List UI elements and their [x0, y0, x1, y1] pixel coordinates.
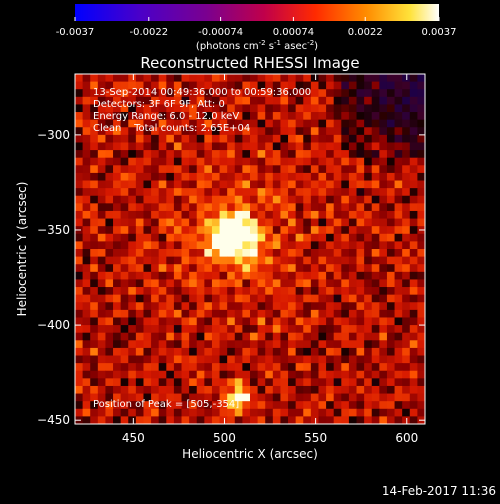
- colorbar-unit-label: (photons cm-2 s-1 asec-2): [196, 39, 318, 52]
- energy-range-text: Energy Range: 6.0 - 12.0 keV: [93, 111, 239, 122]
- colorbar-ticks: -0.0037 -0.0022 -0.00074 0.00074 0.0022 0.003…: [56, 17, 457, 38]
- x-tick-label: 450: [122, 431, 145, 445]
- annotation-block: 13-Sep-2014 00:49:36.000 to 00:59:36.000…: [93, 87, 311, 134]
- x-tick-label: 500: [213, 431, 236, 445]
- heatmap-image: [75, 74, 425, 424]
- chart-title: Reconstructed RHESSI Image: [140, 54, 359, 72]
- y-tick-label: −300: [37, 128, 70, 142]
- y-tick-label: −350: [37, 223, 70, 237]
- colorbar-tick-label: 0.0022: [348, 27, 383, 38]
- colorbar: [75, 4, 439, 21]
- plot-frame: [74, 73, 426, 425]
- x-axis-label: Heliocentric X (arcsec): [182, 447, 318, 461]
- detectors-text: Detectors: 3F 6F 9F, Att: 0: [93, 99, 225, 110]
- colorbar-tick-label: -0.00074: [198, 27, 243, 38]
- peak-position-text: Position of Peak = [505,-354]: [93, 399, 239, 410]
- colorbar-tick-label: 0.00074: [273, 27, 314, 38]
- y-tick-label: −400: [37, 318, 70, 332]
- axis-ticks: 450 500 550 600 −300 −350 −400 −450: [37, 74, 425, 445]
- footer-timestamp: 14-Feb-2017 11:36: [382, 484, 496, 498]
- colorbar-tick-label: -0.0022: [129, 27, 168, 38]
- colorbar-tick-label: 0.0037: [422, 27, 457, 38]
- x-tick-label: 550: [304, 431, 327, 445]
- y-tick-label: −450: [37, 413, 70, 427]
- clean-counts-text: Clean Total counts: 2.65E+04: [93, 123, 250, 134]
- time-range-text: 13-Sep-2014 00:49:36.000 to 00:59:36.000: [93, 87, 311, 98]
- y-axis-label: Heliocentric Y (arcsec): [15, 182, 29, 317]
- x-tick-label: 600: [395, 431, 418, 445]
- colorbar-tick-label: -0.0037: [56, 27, 95, 38]
